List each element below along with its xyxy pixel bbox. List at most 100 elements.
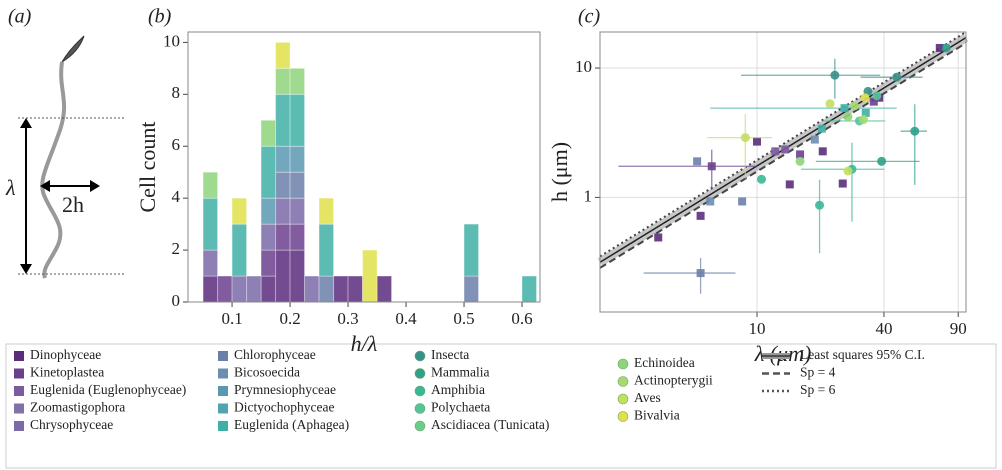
legend-label: Polychaeta	[431, 400, 490, 415]
wavelength-label: λ	[5, 175, 16, 200]
bar-segment	[275, 171, 291, 199]
legend-label: Aves	[634, 390, 661, 405]
point	[892, 72, 902, 82]
x-axis-label: h/λ	[351, 331, 378, 356]
legend-label: Sp = 6	[800, 382, 836, 397]
legend-label: Sp = 4	[800, 365, 836, 380]
y-tick-label: 4	[172, 187, 181, 206]
bar-segment	[260, 275, 277, 303]
point	[753, 137, 762, 146]
bar-segment	[260, 119, 277, 147]
bar-segment	[260, 145, 277, 199]
x-tick-label: 0.3	[337, 309, 358, 328]
bar-segment	[289, 145, 306, 173]
legend-swatch	[218, 368, 228, 379]
legend-swatch	[617, 411, 629, 422]
point	[815, 200, 825, 210]
panel-label: (c)	[578, 6, 601, 28]
axes-frame	[599, 31, 967, 313]
point	[781, 145, 790, 154]
bar-segment	[362, 249, 378, 303]
bar-segment	[260, 249, 277, 277]
legend-label: Insecta	[431, 347, 469, 362]
reference-line	[599, 42, 967, 269]
bar-segment	[202, 275, 219, 303]
bar-segment	[202, 171, 219, 199]
legend-label: Euglenida (Euglenophyceae)	[30, 382, 186, 397]
bar-segment	[289, 197, 306, 225]
legend-label: Bicosoecida	[234, 365, 300, 380]
point	[693, 157, 702, 166]
x-tick-label: 10	[749, 319, 766, 338]
bar-segment	[376, 275, 393, 303]
y-axis-label: h (μm)	[547, 142, 572, 202]
bar-segment	[463, 223, 480, 277]
point	[935, 43, 944, 52]
point	[910, 126, 920, 136]
panel-label: (b)	[148, 6, 172, 28]
point	[696, 269, 705, 278]
y-axis-label: Cell count	[135, 121, 160, 212]
bar-segment	[333, 275, 349, 303]
y-tick-label: 10	[163, 31, 180, 50]
bar-segment	[217, 275, 233, 303]
point	[861, 108, 870, 117]
bar-segment	[231, 223, 248, 277]
point	[869, 97, 878, 106]
panel-label: (a)	[8, 6, 32, 28]
legend-swatch	[218, 386, 228, 396]
point	[817, 124, 826, 133]
bar-segment	[231, 197, 248, 225]
point	[843, 166, 853, 176]
bar-segment	[246, 275, 262, 303]
legend-label: Dinophyceae	[30, 347, 101, 362]
point	[838, 179, 847, 188]
legend-swatch	[218, 351, 228, 361]
bar-segment	[202, 249, 219, 277]
y-tick-label: 1	[584, 186, 593, 205]
x-tick-label: 0.2	[279, 309, 300, 328]
x-tick-label: 40	[875, 319, 892, 338]
point	[941, 43, 951, 53]
legend-swatch	[218, 403, 228, 414]
legend-label: Actinopterygii	[634, 373, 713, 388]
bar-segment	[289, 67, 306, 95]
amplitude-label: 2h	[62, 192, 84, 217]
legend-label: Prymnesiophyceae	[234, 382, 336, 397]
point	[840, 104, 849, 113]
point	[696, 211, 705, 220]
cell-head	[60, 35, 85, 64]
legend-label: Euglenida (Aphagea)	[234, 417, 349, 432]
legend-swatch	[14, 351, 24, 361]
point	[825, 99, 835, 109]
y-tick-label: 6	[172, 135, 181, 154]
point	[818, 147, 827, 156]
bar-segment	[260, 197, 277, 225]
y-tick-label: 8	[172, 83, 181, 102]
legend-label: Mammalia	[431, 365, 489, 380]
bar-segment	[318, 223, 335, 277]
legend-label: Bivalvia	[634, 408, 680, 423]
point	[810, 135, 819, 144]
bar-segment	[275, 145, 291, 173]
bar-segment	[275, 223, 291, 251]
legend-swatch	[14, 368, 24, 379]
legend-swatch	[617, 393, 629, 405]
cell-diagram	[18, 35, 125, 279]
y-tick-label: 0	[172, 291, 181, 310]
point	[859, 115, 869, 125]
bar-segment	[275, 41, 291, 69]
point	[796, 150, 805, 159]
legend-swatch	[218, 421, 228, 431]
bar-segment	[318, 197, 335, 225]
point	[654, 233, 663, 242]
bar-segment	[275, 67, 291, 95]
legend-swatch	[414, 403, 426, 414]
point	[860, 93, 870, 103]
point	[877, 156, 887, 166]
legend-label: Chrysophyceae	[30, 417, 113, 432]
x-tick-label: 0.5	[453, 309, 474, 328]
legend-swatch	[617, 358, 629, 370]
axes-frame	[187, 31, 541, 303]
legend-swatch	[617, 376, 629, 387]
